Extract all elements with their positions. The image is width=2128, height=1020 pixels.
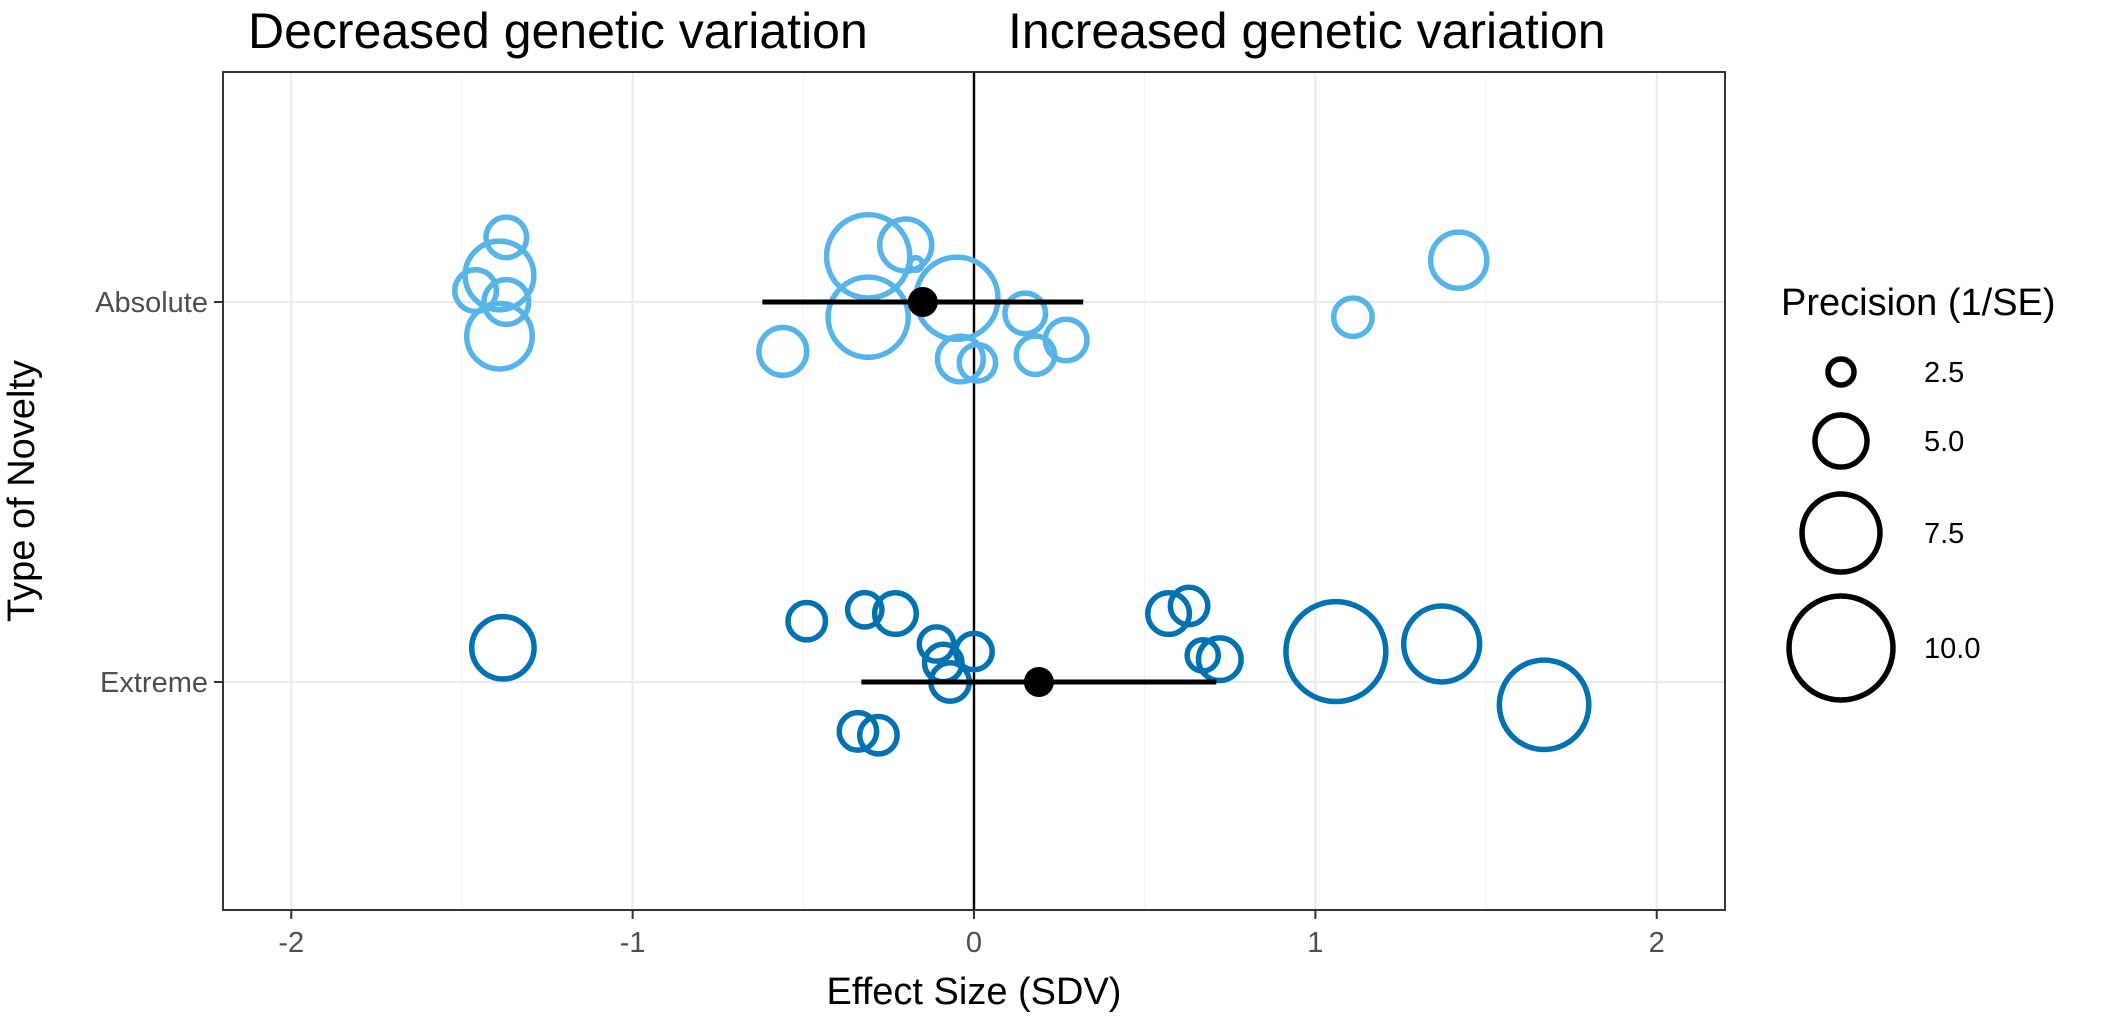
data-point-absolute xyxy=(823,212,913,301)
legend-title: Precision (1/SE) xyxy=(1781,282,2056,324)
data-point-absolute xyxy=(1330,295,1375,340)
legend-label: 2.5 xyxy=(1924,357,1964,389)
data-point-extreme xyxy=(836,709,880,753)
x-axis-title: Effect Size (SDV) xyxy=(827,971,1122,1013)
data-point-extreme xyxy=(916,624,957,664)
x-tick-label: 1 xyxy=(1307,927,1323,959)
data-point-absolute xyxy=(481,276,532,328)
mean-point-extreme xyxy=(1023,667,1054,697)
data-point-absolute xyxy=(483,214,530,261)
legend: Precision (1/SE) 2.5 5.0 7.5 10.0 xyxy=(1781,282,2056,703)
data-points xyxy=(452,212,1592,757)
data-point-extreme xyxy=(1400,603,1483,685)
data-point-extreme xyxy=(844,589,885,630)
y-tick-label: Extreme xyxy=(100,667,208,699)
data-point-absolute xyxy=(756,324,810,379)
data-point-extreme xyxy=(1145,590,1193,638)
legend-key-circle xyxy=(1786,593,1896,703)
mean-point-absolute xyxy=(907,287,938,317)
axes: -2 -1 0 1 2 Absolute Extreme xyxy=(95,287,1665,959)
data-point-absolute xyxy=(876,216,935,274)
legend-label: 7.5 xyxy=(1924,518,1964,550)
data-point-absolute xyxy=(1002,290,1049,337)
data-point-extreme xyxy=(1195,635,1244,684)
data-point-absolute xyxy=(463,300,536,372)
x-tick-label: 2 xyxy=(1649,927,1665,959)
data-point-extreme xyxy=(1167,584,1211,628)
legend-key-circle xyxy=(1812,412,1870,470)
data-point-extreme xyxy=(856,713,900,757)
data-point-absolute xyxy=(825,274,911,360)
top-label-decreased: Decreased genetic variation xyxy=(248,3,868,59)
top-label-increased: Increased genetic variation xyxy=(1008,3,1606,59)
data-point-absolute xyxy=(906,255,925,273)
legend-key-circle xyxy=(1825,356,1857,388)
y-tick-label: Absolute xyxy=(95,287,208,319)
data-point-extreme xyxy=(785,599,829,643)
data-point-absolute xyxy=(1013,333,1058,378)
data-point-extreme xyxy=(1496,657,1592,753)
legend-label: 10.0 xyxy=(1924,633,1980,665)
data-point-absolute xyxy=(956,341,999,384)
x-tick-label: -1 xyxy=(620,927,646,959)
data-point-extreme xyxy=(871,590,920,638)
data-point-extreme xyxy=(1283,598,1389,705)
data-point-absolute xyxy=(934,333,986,385)
data-point-extreme xyxy=(468,613,537,682)
legend-label: 5.0 xyxy=(1924,426,1964,458)
y-axis-title: Type of Novelty xyxy=(1,360,43,622)
x-tick-label: -2 xyxy=(278,927,304,959)
x-tick-label: 0 xyxy=(966,927,982,959)
data-point-absolute xyxy=(1427,229,1490,292)
legend-key-circle xyxy=(1799,491,1883,575)
group-means xyxy=(762,287,1217,697)
